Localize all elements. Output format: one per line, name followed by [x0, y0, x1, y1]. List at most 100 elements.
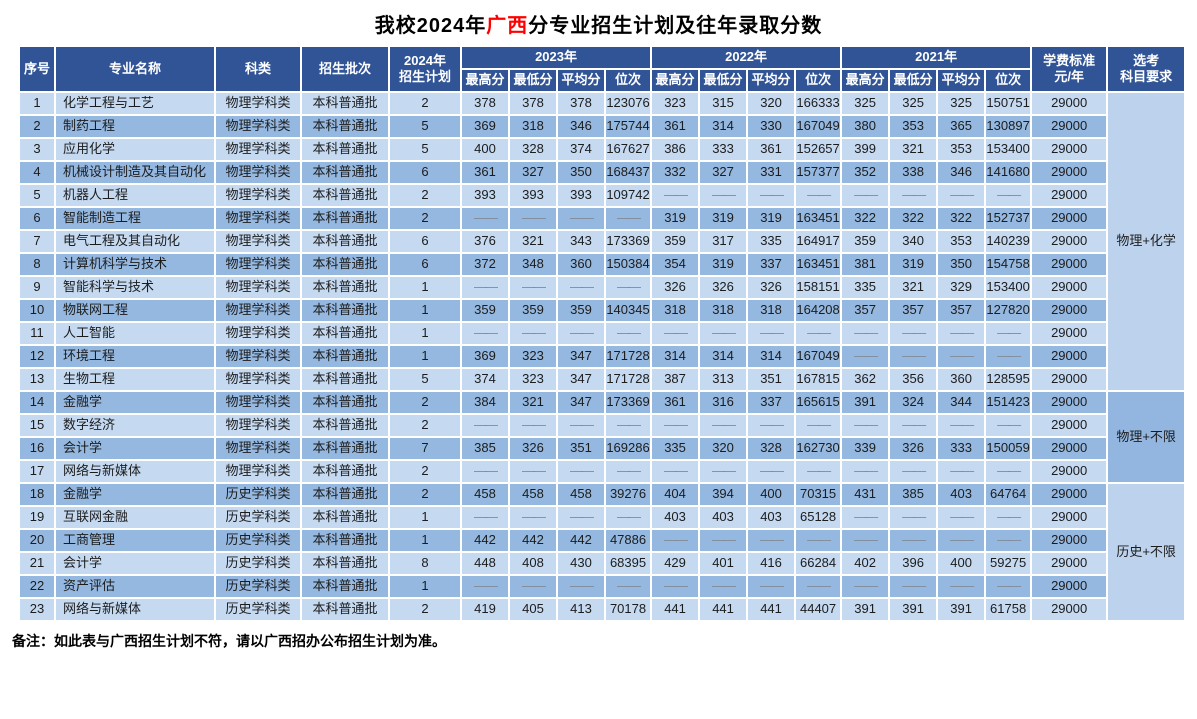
major-name: 化学工程与工艺 [54, 91, 216, 116]
score-2021-avg: 353 [936, 229, 987, 254]
score-2023-avg: 347 [556, 390, 606, 415]
rank-2023: 109742 [603, 183, 653, 208]
subject-category: 物理学科类 [214, 344, 302, 369]
subject-category: 物理学科类 [214, 436, 302, 461]
subject-requirement-cell: 物理+不限 [1106, 390, 1187, 484]
rank-2023: 70178 [603, 597, 653, 622]
score-2021-avg: —— [936, 183, 987, 208]
score-2022-avg: —— [746, 528, 797, 553]
table-row: 4 机械设计制造及其自动化 物理学科类 本科普通批 6 361 327 350 168437 33… [18, 160, 1185, 185]
rank-2021: —— [984, 505, 1033, 530]
score-2023-min: 393 [508, 183, 558, 208]
major-name: 电气工程及其自动化 [54, 229, 216, 254]
score-2022-min: 319 [698, 252, 749, 277]
plan-2024: 1 [388, 298, 462, 323]
rank-2022: 44407 [794, 597, 843, 622]
score-2021-avg: —— [936, 321, 987, 346]
rank-2023: 168437 [603, 160, 653, 185]
rank-2023: —— [603, 321, 653, 346]
subject-category: 物理学科类 [214, 183, 302, 208]
score-2023-max: 442 [460, 528, 510, 553]
score-2023-max: 372 [460, 252, 510, 277]
subject-category: 物理学科类 [214, 252, 302, 277]
subject-category: 物理学科类 [214, 298, 302, 323]
score-2023-max: —— [460, 275, 510, 300]
score-2021-max: —— [840, 459, 891, 484]
col-header-subject-requirement: 选考 科目要求 [1106, 45, 1187, 93]
plan-2024: 6 [388, 160, 462, 185]
tuition-fee: 29000 [1030, 229, 1109, 254]
rank-2022: 162730 [794, 436, 843, 461]
admission-batch: 本科普通批 [300, 528, 390, 553]
rank-2022: 165615 [794, 390, 843, 415]
rank-2023: 173369 [603, 229, 653, 254]
rank-2021: 150059 [984, 436, 1033, 461]
rank-2022: 163451 [794, 206, 843, 231]
score-2023-max: 359 [460, 298, 510, 323]
score-2021-min: 322 [888, 206, 939, 231]
rank-2021: —— [984, 321, 1033, 346]
score-2022-max: 359 [650, 229, 701, 254]
score-2021-min: 319 [888, 252, 939, 277]
score-2022-max: —— [650, 413, 701, 438]
score-2023-avg: 393 [556, 183, 606, 208]
title-prefix: 我校2024年 [374, 15, 487, 37]
row-number: 19 [18, 505, 56, 530]
score-2021-avg: 346 [936, 160, 987, 185]
tuition-fee: 29000 [1030, 183, 1109, 208]
score-2022-avg: 337 [746, 390, 797, 415]
plan-2024: 8 [388, 551, 462, 576]
score-2021-max: —— [840, 413, 891, 438]
score-2022-max: 319 [650, 206, 701, 231]
score-2023-avg: 347 [556, 367, 606, 392]
score-2021-min: 356 [888, 367, 939, 392]
plan-2024: 1 [388, 344, 462, 369]
score-2022-min: —— [698, 413, 749, 438]
score-2023-max: —— [460, 206, 510, 231]
col-header-2022-min: 最低分 [698, 68, 749, 93]
plan-2024: 5 [388, 367, 462, 392]
score-2022-avg: 416 [746, 551, 797, 576]
tuition-fee: 29000 [1030, 137, 1109, 162]
rank-2022: 167049 [794, 114, 843, 139]
row-number: 2 [18, 114, 56, 139]
table-row: 20 工商管理 历史学科类 本科普通批 1 442 442 442 47886 —— —— —— —— —… [18, 528, 1185, 553]
score-2021-min: 385 [888, 482, 939, 507]
score-2021-avg: —— [936, 528, 987, 553]
score-2022-avg: 351 [746, 367, 797, 392]
col-header-batch: 招生批次 [300, 45, 390, 93]
col-header-tuition: 学费标准 元/年 [1030, 45, 1109, 93]
tuition-fee: 29000 [1030, 413, 1109, 438]
admission-batch: 本科普通批 [300, 574, 390, 599]
score-2021-avg: —— [936, 344, 987, 369]
admission-batch: 本科普通批 [300, 436, 390, 461]
score-2023-avg: —— [556, 321, 606, 346]
plan-2024: 2 [388, 459, 462, 484]
row-number: 10 [18, 298, 56, 323]
score-2023-max: 458 [460, 482, 510, 507]
score-2023-min: —— [508, 574, 558, 599]
score-2021-min: 321 [888, 275, 939, 300]
tuition-fee: 29000 [1030, 252, 1109, 277]
row-number: 6 [18, 206, 56, 231]
major-name: 互联网金融 [54, 505, 216, 530]
score-2023-max: 384 [460, 390, 510, 415]
score-2023-min: —— [508, 413, 558, 438]
score-2022-avg: 331 [746, 160, 797, 185]
rank-2021: —— [984, 528, 1033, 553]
score-2022-min: 314 [698, 114, 749, 139]
admission-batch: 本科普通批 [300, 367, 390, 392]
tuition-fee: 29000 [1030, 505, 1109, 530]
plan-2024: 1 [388, 275, 462, 300]
row-number: 16 [18, 436, 56, 461]
row-number: 18 [18, 482, 56, 507]
score-2021-avg: 322 [936, 206, 987, 231]
table-body: 1 化学工程与工艺 物理学科类 本科普通批 2 378 378 378 123076 323 315… [18, 91, 1187, 622]
score-2023-min: 321 [508, 390, 558, 415]
major-name: 会计学 [54, 551, 216, 576]
score-2023-avg: —— [556, 206, 606, 231]
rank-2022: 163451 [794, 252, 843, 277]
major-name: 制药工程 [54, 114, 216, 139]
rank-2023: —— [603, 275, 653, 300]
plan-2024: 2 [388, 597, 462, 622]
